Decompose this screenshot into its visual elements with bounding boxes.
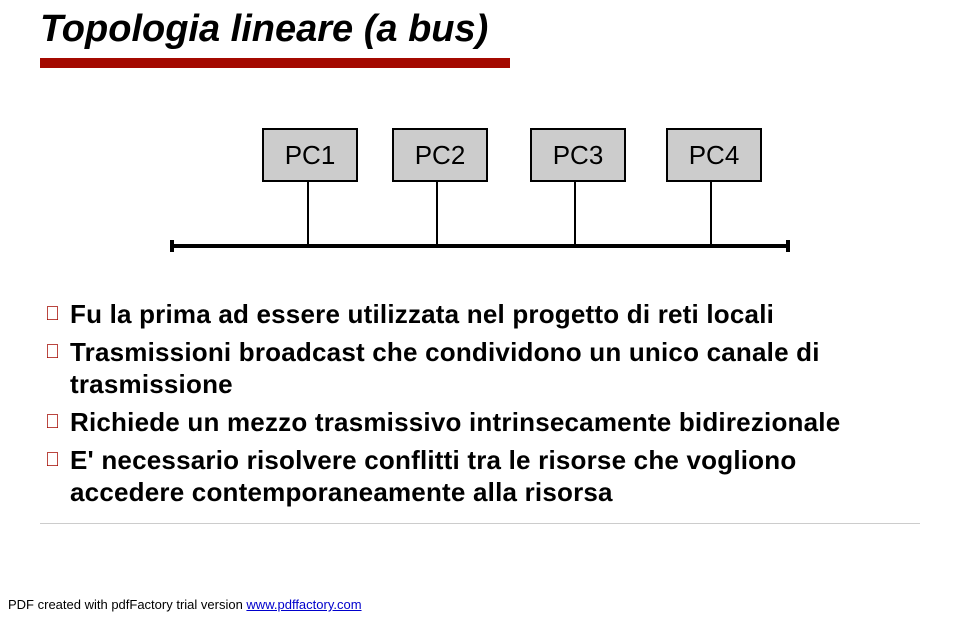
footer-text: PDF created with pdfFactory trial versio… bbox=[8, 597, 362, 612]
bus-drop-line bbox=[307, 182, 309, 244]
title-underline bbox=[40, 58, 510, 68]
bus-backbone bbox=[170, 244, 790, 248]
bullet-marker-icon:  bbox=[45, 406, 70, 438]
bullet-item: Richiede un mezzo trasmissivo intrinsec… bbox=[45, 406, 950, 438]
bus-node: PC3 bbox=[530, 128, 626, 182]
bus-node: PC4 bbox=[666, 128, 762, 182]
bullet-marker-icon:  bbox=[45, 336, 70, 368]
bullet-marker-icon:  bbox=[45, 444, 70, 476]
bus-node: PC2 bbox=[392, 128, 488, 182]
bullet-text: Richiede un mezzo trasmissivo intrinseca… bbox=[70, 406, 950, 438]
bus-drop-line bbox=[574, 182, 576, 244]
bus-diagram: PC1 PC2 PC3 PC4 bbox=[170, 128, 790, 248]
bullet-text: Fu la prima ad essere utilizzata nel pro… bbox=[70, 298, 950, 330]
footer-link[interactable]: www.pdffactory.com bbox=[246, 597, 361, 612]
bullet-list: Fu la prima ad essere utilizzata nel pr… bbox=[45, 298, 950, 514]
bullet-marker-icon:  bbox=[45, 298, 70, 330]
bullet-text: E' necessario risolvere conflitti tra le… bbox=[70, 444, 950, 508]
footer-prefix: PDF created with pdfFactory trial versio… bbox=[8, 597, 246, 612]
bus-drop-line bbox=[710, 182, 712, 244]
footer-divider bbox=[40, 523, 920, 524]
bullet-item: Trasmissioni broadcast che condividono … bbox=[45, 336, 950, 400]
bus-drop-line bbox=[436, 182, 438, 244]
bullet-text: Trasmissioni broadcast che condividono u… bbox=[70, 336, 950, 400]
bus-node: PC1 bbox=[262, 128, 358, 182]
bullet-item: E' necessario risolvere conflitti tra l… bbox=[45, 444, 950, 508]
slide-title: Topologia lineare (a bus) bbox=[40, 8, 488, 51]
bullet-item: Fu la prima ad essere utilizzata nel pr… bbox=[45, 298, 950, 330]
